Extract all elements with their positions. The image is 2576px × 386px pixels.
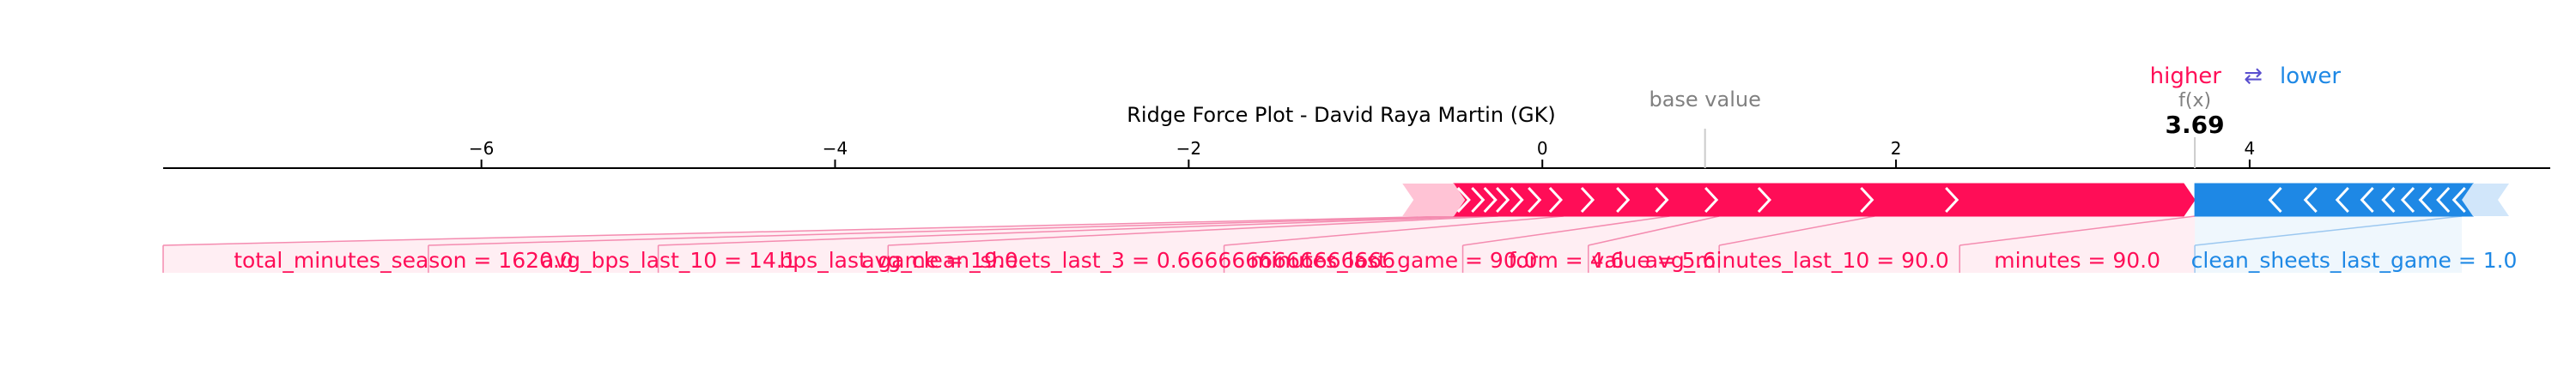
negative-wedge bbox=[2195, 216, 2463, 273]
x-tick-label: 0 bbox=[1537, 138, 1548, 159]
label-connector bbox=[1588, 215, 1720, 246]
force-bars bbox=[1402, 183, 2510, 217]
label-connector bbox=[888, 215, 1498, 246]
output-value-text: 3.69 bbox=[2166, 111, 2225, 139]
label-connector bbox=[428, 215, 1472, 246]
base-value-label: base value bbox=[1649, 87, 1760, 112]
negative-chevron bbox=[2436, 186, 2451, 214]
output-value-label: f(x) bbox=[2178, 90, 2211, 112]
feature-label: total_minutes_season = 1620.0 bbox=[234, 248, 574, 273]
x-tick-label: −2 bbox=[1176, 138, 1201, 159]
positive-chevron bbox=[1860, 186, 1874, 214]
positive-bar-segment bbox=[1862, 183, 1960, 217]
feature-label: avg_bps_last_10 = 14.1 bbox=[541, 248, 797, 273]
positive-chevron bbox=[1757, 186, 1771, 214]
x-axis: −6 −4 −2 0 2 4 bbox=[163, 138, 2550, 169]
positive-chevron bbox=[1471, 186, 1485, 214]
negative-fade-cap bbox=[2462, 184, 2510, 216]
x-tick-label: 4 bbox=[2245, 138, 2256, 159]
positive-chevron bbox=[1528, 186, 1542, 214]
x-tick-label: −6 bbox=[469, 138, 494, 159]
legend-lower: lower bbox=[2280, 63, 2341, 89]
positive-chevron bbox=[1456, 186, 1471, 214]
negative-chevron bbox=[2268, 186, 2282, 214]
value-markers: base value f(x)3.69 bbox=[1649, 87, 2225, 168]
feature-label: minutes_last_game = 90.0 bbox=[1250, 248, 1538, 273]
positive-chevron bbox=[1580, 186, 1595, 214]
negative-bar-segment bbox=[2194, 183, 2280, 217]
label-connectors bbox=[162, 215, 2463, 273]
positive-bar-segment bbox=[1947, 183, 2196, 217]
negative-chevron bbox=[2381, 186, 2396, 214]
legend-higher: higher bbox=[2150, 63, 2222, 89]
negative-chevron bbox=[2451, 186, 2466, 214]
negative-chevron bbox=[2400, 186, 2415, 214]
feature-label: bps_last_game = 19.0 bbox=[779, 248, 1018, 273]
feature-label: minutes = 90.0 bbox=[1994, 248, 2160, 273]
label-connector bbox=[1719, 215, 1875, 246]
negative-chevron bbox=[2335, 186, 2349, 214]
positive-fade-cap bbox=[1402, 184, 1466, 216]
positive-bar-segment bbox=[1759, 183, 1875, 217]
positive-chevron bbox=[1616, 186, 1631, 214]
feature-label: avg_minutes_last_10 = 90.0 bbox=[1645, 248, 1949, 273]
label-connector bbox=[1224, 215, 1564, 246]
positive-chevron bbox=[1483, 186, 1498, 214]
negative-chevron bbox=[2418, 186, 2433, 214]
feature-label: form = 4.6 bbox=[1509, 248, 1625, 273]
feature-label: clean_sheets_last_game = 1.0 bbox=[2191, 248, 2518, 273]
feature-label: avg_clean_sheets_last_3 = 0.666666666666… bbox=[861, 248, 1395, 273]
legend-arrows: ⇄ bbox=[2244, 63, 2263, 89]
label-connector bbox=[1462, 215, 1670, 246]
x-tick-label: −4 bbox=[823, 138, 848, 159]
chart-title: Ridge Force Plot - David Raya Martin (GK… bbox=[1127, 103, 1556, 127]
label-connector bbox=[1959, 215, 2196, 246]
legend: higher ⇄ lower bbox=[2150, 63, 2342, 89]
feature-labels: total_minutes_season = 1620.0avg_bps_las… bbox=[234, 248, 2517, 273]
positive-chevron bbox=[1496, 186, 1510, 214]
negative-chevron bbox=[2360, 186, 2374, 214]
positive-chevron bbox=[1945, 186, 1959, 214]
negative-chevron bbox=[2303, 186, 2318, 214]
label-connector bbox=[2195, 215, 2463, 246]
positive-chevron bbox=[1655, 186, 1669, 214]
positive-chevron bbox=[1704, 186, 1719, 214]
label-connector bbox=[658, 215, 1486, 246]
label-connector bbox=[162, 215, 1455, 246]
x-tick-label: 2 bbox=[1891, 138, 1902, 159]
positive-wedge bbox=[163, 216, 2196, 273]
feature-label: value = 5.6 bbox=[1592, 248, 1716, 273]
positive-chevron bbox=[1548, 186, 1563, 214]
positive-chevron bbox=[1510, 186, 1524, 214]
